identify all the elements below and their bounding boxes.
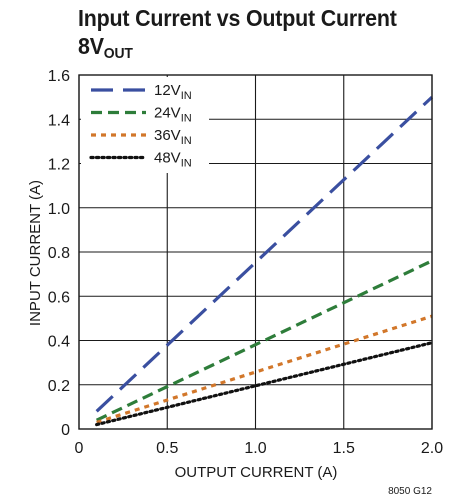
legend-label-main: 12V <box>154 82 181 99</box>
chart-subtitle-sub: OUT <box>103 45 133 62</box>
x-tick-labels: 0 0.5 1.0 1.5 2.0 <box>75 440 444 457</box>
x-tick-label: 0.5 <box>156 440 178 457</box>
legend-label-sub: IN <box>181 113 192 125</box>
x-tick-label: 0 <box>75 440 84 457</box>
plot-frame <box>78 74 433 430</box>
legend-label: 12VIN <box>154 82 192 102</box>
y-tick-label: 0.6 <box>48 289 70 306</box>
legend-label: 36VIN <box>154 127 192 147</box>
y-tick-label: 0.4 <box>48 334 70 351</box>
x-axis-label: OUTPUT CURRENT (A) <box>175 464 338 481</box>
chart-subtitle: 8VOUT <box>78 32 397 62</box>
legend-label-main: 48V <box>154 150 181 167</box>
chart-title-line1: Input Current vs Output Current <box>78 5 397 31</box>
chart-title: Input Current vs Output Current 8VOUT <box>78 4 397 62</box>
y-tick-label: 0 <box>61 422 70 439</box>
legend-label-main: 24V <box>154 105 181 122</box>
y-tick-label: 1.4 <box>48 112 70 129</box>
legend-label-sub: IN <box>181 135 192 147</box>
y-tick-label: 0.2 <box>48 378 70 395</box>
y-tick-label: 1.0 <box>48 201 70 218</box>
legend-label: 24VIN <box>154 105 192 125</box>
y-tick-label: 1.2 <box>48 157 70 174</box>
figure-id: 8050 G12 <box>388 486 432 497</box>
legend-label-sub: IN <box>181 90 192 102</box>
series-line-24v <box>95 259 433 422</box>
y-tick-label: 0.8 <box>48 245 70 262</box>
series-line-48v <box>95 341 434 427</box>
chart-subtitle-main: 8V <box>78 33 104 59</box>
legend-label-main: 36V <box>154 127 181 144</box>
x-tick-label: 1.5 <box>333 440 355 457</box>
x-tick-label: 1.0 <box>244 440 266 457</box>
y-tick-labels: 0 0.2 0.4 0.6 0.8 1.0 1.2 1.4 1.6 <box>48 68 70 439</box>
legend-label: 48VIN <box>154 150 192 170</box>
legend-label-sub: IN <box>181 158 192 170</box>
chart-series <box>95 95 434 427</box>
series-line-12v <box>95 95 434 413</box>
y-axis-label: INPUT CURRENT (A) <box>27 180 44 326</box>
x-tick-label: 2.0 <box>421 440 443 457</box>
y-tick-label: 1.6 <box>48 68 70 85</box>
series-line-36v <box>96 314 433 424</box>
